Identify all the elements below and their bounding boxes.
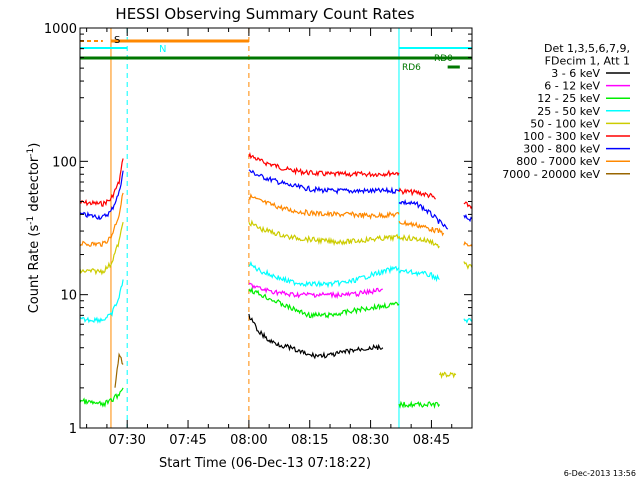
flag-label-s: S <box>114 35 120 46</box>
series-line <box>463 240 473 247</box>
legend-header: FDecim 1, Att 1 <box>545 55 630 68</box>
x-tick-label: 07:45 <box>169 433 206 448</box>
series-line <box>248 219 400 247</box>
x-tick-label: 08:45 <box>413 433 450 448</box>
y-tick-label: 1000 <box>44 22 77 37</box>
series-line <box>463 317 473 324</box>
flag-label-rd0: RD0 <box>434 54 453 64</box>
y-axis-label-end: ) <box>27 143 42 148</box>
y-axis-label-sup2: -1 <box>26 148 36 157</box>
plot-area: S N RD0 RD6 1 10 100 1000 07:30 07:45 08:00 08:15 08… <box>44 22 473 448</box>
y-axis-label: Count Rate (s-1 detector-1) <box>26 143 42 314</box>
series-line <box>398 187 436 200</box>
legend-entry-label: 12 - 25 keV <box>537 92 600 105</box>
series-line <box>398 233 440 249</box>
legend-header: Det 1,3,5,6,7,9, <box>544 42 630 55</box>
legend-entry-label: 50 - 100 keV <box>530 117 600 130</box>
series-line <box>398 400 440 409</box>
plot-frame <box>79 27 473 429</box>
y-axis-label-main: Count Rate (s <box>27 225 42 314</box>
series-line <box>248 282 383 300</box>
x-tick-label: 08:00 <box>230 433 267 448</box>
series-line <box>248 169 400 195</box>
series-line <box>79 170 124 221</box>
series-line <box>398 219 445 237</box>
series-line <box>79 221 124 276</box>
legend-entry-label: 25 - 50 keV <box>537 105 600 118</box>
series-line <box>398 268 440 283</box>
x-tick-label: 08:15 <box>291 433 328 448</box>
x-tick-label: 08:30 <box>352 433 389 448</box>
series-line <box>248 151 400 178</box>
series-line <box>438 371 457 380</box>
flag-label-rd6: RD6 <box>402 63 421 73</box>
series-line <box>79 192 124 248</box>
legend-entry-label: 7000 - 20000 keV <box>502 168 600 181</box>
series-line <box>463 201 473 210</box>
series-line <box>79 387 124 408</box>
series-line <box>79 158 124 207</box>
legend: Det 1,3,5,6,7,9,FDecim 1, Att 13 - 6 keV… <box>502 42 630 181</box>
series-line <box>248 260 400 289</box>
series-line <box>398 198 449 230</box>
y-axis-label-mid: detector <box>27 156 42 216</box>
flag-label-n: N <box>159 44 166 55</box>
series-line <box>79 279 124 324</box>
legend-entry-label: 6 - 12 keV <box>544 80 600 93</box>
legend-entry-label: 300 - 800 keV <box>523 143 600 156</box>
y-axis-label-sup1: -1 <box>26 216 36 225</box>
y-tick-label: 100 <box>52 155 77 170</box>
chart-title: HESSI Observing Summary Count Rates <box>115 5 414 23</box>
x-axis-label: Start Time (06-Dec-13 07:18:22) <box>159 456 371 471</box>
series-line <box>248 313 384 360</box>
y-tick-label: 10 <box>60 289 77 304</box>
y-tick-label: 1 <box>69 422 77 437</box>
series-line <box>248 193 400 220</box>
series-line <box>248 286 400 319</box>
x-tick-label: 07:30 <box>108 433 145 448</box>
legend-entry-label: 800 - 7000 keV <box>516 155 600 168</box>
date-stamp: 6-Dec-2013 13:56 <box>564 469 636 478</box>
series-line <box>114 352 124 388</box>
legend-entry-label: 100 - 300 keV <box>523 130 600 143</box>
legend-entry-label: 3 - 6 keV <box>551 67 600 80</box>
series-line <box>463 213 473 223</box>
series-line <box>463 261 473 270</box>
